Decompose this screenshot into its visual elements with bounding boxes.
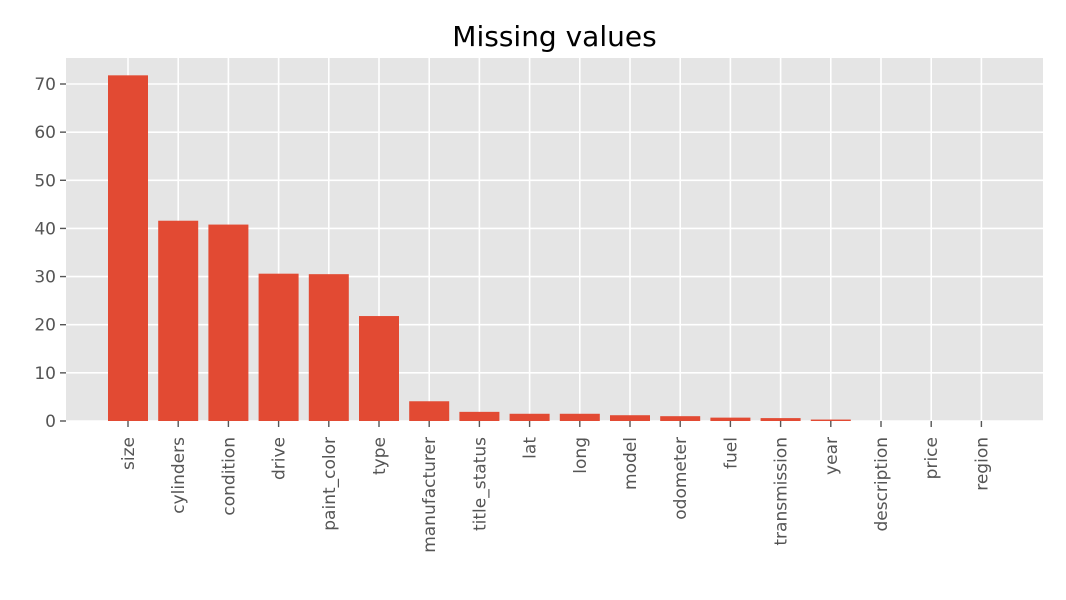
x-tick-label: transmission — [772, 437, 792, 546]
bar-long — [559, 413, 600, 421]
bar-condition — [208, 224, 249, 421]
x-tick-label: size — [119, 437, 139, 470]
x-tick-label: paint_color — [320, 437, 340, 531]
bars — [108, 75, 851, 421]
bar-manufacturer — [409, 401, 450, 421]
x-axis-ticks: size cylinders condition drive paint_color ty… — [119, 421, 992, 553]
bar-model — [610, 415, 650, 421]
bar-year — [810, 419, 851, 421]
x-tick-label: condition — [219, 437, 239, 516]
y-tick-label: 0 — [45, 412, 56, 432]
y-tick-label: 50 — [34, 171, 56, 191]
y-tick-label: 70 — [34, 75, 56, 95]
x-tick-label: cylinders — [169, 437, 189, 514]
bar-type — [359, 316, 399, 421]
y-tick-label: 10 — [34, 364, 56, 384]
y-tick-label: 40 — [34, 219, 56, 239]
bar-fuel — [710, 417, 751, 421]
x-tick-label: year — [822, 437, 842, 475]
x-tick-label: fuel — [721, 437, 741, 469]
bar-lat — [509, 413, 550, 421]
x-tick-label: title_status — [470, 437, 490, 531]
y-tick-label: 60 — [34, 123, 56, 143]
x-tick-label: long — [571, 437, 591, 474]
bar-title-status — [459, 411, 500, 421]
x-tick-label: drive — [270, 437, 290, 480]
y-axis-ticks: 0 10 20 30 40 50 60 70 — [34, 75, 66, 432]
bar-size — [108, 75, 148, 421]
x-tick-label: description — [872, 437, 892, 532]
bar-odometer — [660, 416, 701, 421]
x-tick-label: odometer — [671, 437, 691, 520]
y-tick-label: 20 — [34, 316, 56, 336]
chart-title: Missing values — [452, 20, 656, 53]
bar-drive — [258, 273, 299, 421]
bar-cylinders — [158, 220, 199, 421]
x-tick-label: region — [972, 437, 992, 491]
bar-transmission — [760, 418, 801, 421]
y-tick-label: 30 — [34, 268, 56, 288]
x-tick-label: price — [922, 437, 942, 479]
x-tick-label: manufacturer — [420, 437, 440, 553]
bar-paint-color — [308, 274, 349, 421]
x-tick-label: type — [370, 437, 390, 475]
x-tick-label: model — [621, 437, 641, 490]
x-tick-label: lat — [521, 437, 541, 459]
